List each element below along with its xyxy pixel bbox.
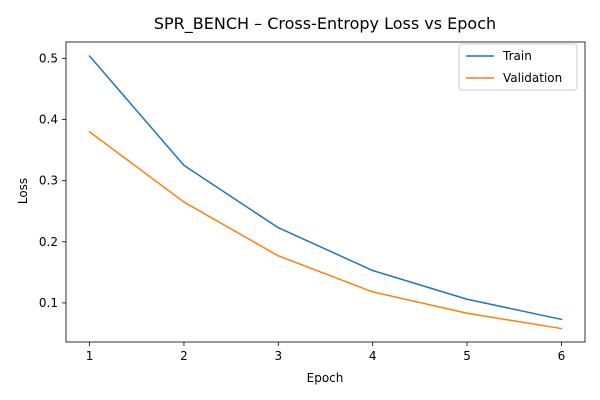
- plot-frame: [65, 41, 586, 343]
- x-tick-label: 2: [180, 349, 188, 363]
- plot-lines: [88, 54, 563, 330]
- legend: Train Validation: [458, 43, 578, 91]
- x-axis-title: Epoch: [307, 371, 344, 385]
- y-tick-label: 0.3: [39, 174, 58, 188]
- y-tick-label: 0.4: [39, 113, 58, 127]
- y-tick-label: 0.2: [39, 235, 58, 249]
- x-tick-label: 5: [463, 349, 471, 363]
- series-line-validation: [88, 130, 563, 330]
- legend-label-train: Train: [502, 49, 532, 63]
- x-axis-ticks: 1 2 3 4 5 6: [86, 342, 565, 363]
- legend-label-validation: Validation: [503, 71, 562, 85]
- y-axis-ticks: 0.1 0.2 0.3 0.4 0.5: [39, 51, 66, 310]
- x-tick-label: 4: [369, 349, 377, 363]
- x-tick-label: 1: [86, 349, 94, 363]
- chart-title: SPR_BENCH – Cross-Entropy Loss vs Epoch: [154, 14, 496, 34]
- y-tick-label: 0.1: [39, 296, 58, 310]
- y-tick-label: 0.5: [39, 51, 58, 65]
- x-tick-label: 3: [274, 349, 282, 363]
- y-axis-title: Loss: [16, 178, 30, 204]
- series-line-train: [88, 54, 563, 321]
- x-tick-label: 6: [558, 349, 566, 363]
